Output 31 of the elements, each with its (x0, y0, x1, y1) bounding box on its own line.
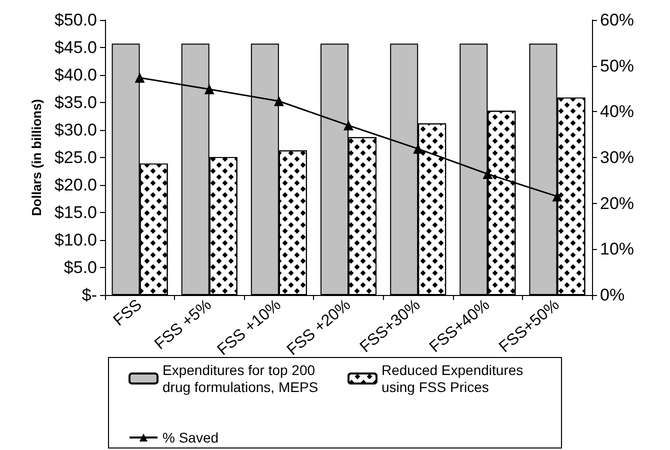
y-tick-label: $15.0 (54, 203, 97, 222)
y2-tick-label: 40% (600, 102, 634, 122)
y-tick-label: $20.0 (54, 176, 97, 194)
y-tick-label: $45.0 (54, 38, 97, 57)
legend-label: % Saved (162, 430, 219, 446)
y2-tick-label: 0% (600, 286, 625, 304)
y-tick-label: $25.0 (54, 148, 97, 167)
y-tick-label: $- (82, 286, 97, 304)
point (552, 191, 562, 202)
legend-label: Reduced Expenditures using FSS Prices (382, 362, 528, 395)
legend-label: Expenditures for top 200 drug formulations, MEPS (162, 362, 319, 395)
point (344, 120, 354, 130)
x-tick-label: FSS (110, 296, 146, 330)
point (413, 144, 424, 154)
y2-tick-label: 30% (600, 148, 634, 167)
y-tick-label: $5.0 (64, 258, 97, 277)
y2-tick-label: 20% (600, 194, 634, 213)
x-tick-label: FSS +5% (152, 296, 215, 354)
y-tick-label: $35.0 (54, 93, 97, 112)
point (204, 84, 214, 94)
y-tick-label: $30.0 (54, 120, 97, 140)
y2-tick-label: 60% (600, 10, 634, 30)
point (482, 169, 493, 179)
y-tick-label: $10.0 (54, 230, 97, 250)
point (274, 96, 284, 106)
y2-tick-label: 50% (600, 56, 634, 76)
y-axis-title: Dollars (in billions) (29, 98, 44, 216)
y-tick-label: $50.0 (54, 10, 97, 30)
point (134, 72, 145, 83)
y2-tick-label: 10% (600, 240, 634, 259)
y-tick-label: $40.0 (54, 66, 97, 84)
